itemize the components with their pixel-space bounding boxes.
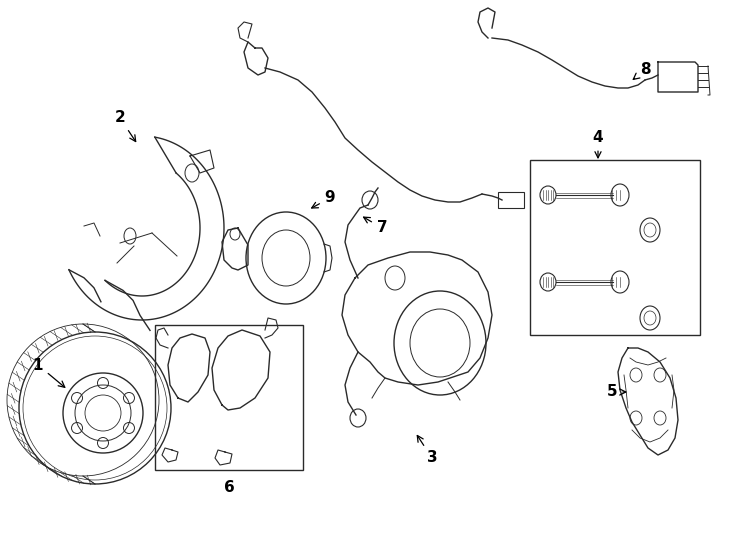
Text: 6: 6 <box>224 481 234 496</box>
Text: 5: 5 <box>607 384 626 400</box>
Text: 2: 2 <box>115 111 136 141</box>
Text: 4: 4 <box>592 131 603 158</box>
Bar <box>155 325 303 470</box>
Text: 8: 8 <box>633 63 650 79</box>
Text: 1: 1 <box>33 357 65 387</box>
Text: 7: 7 <box>363 217 388 235</box>
Text: 3: 3 <box>418 435 437 465</box>
Bar <box>498 192 524 208</box>
Text: 9: 9 <box>312 191 335 208</box>
Bar <box>530 160 700 335</box>
